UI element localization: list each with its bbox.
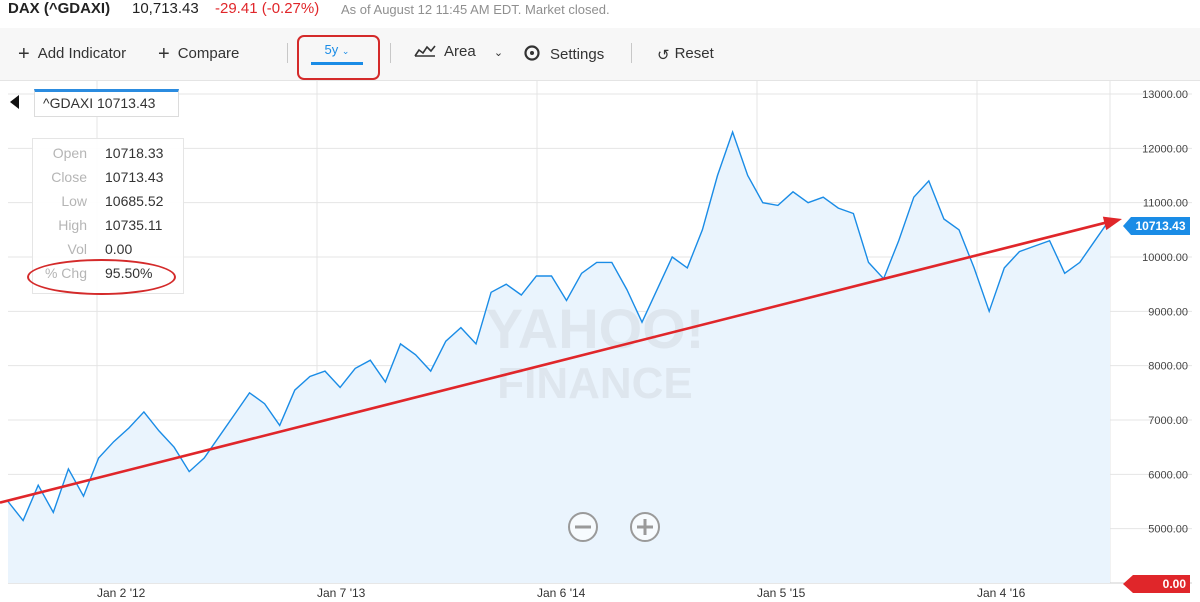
open-row: Open 10718.33	[33, 145, 183, 169]
last-price: 10,713.43	[132, 0, 199, 17]
plus-icon: +	[158, 43, 170, 65]
trend-arrowhead	[1102, 216, 1122, 231]
low-label: Low	[61, 193, 87, 209]
x-tick-label: Jan 6 '14	[537, 586, 586, 600]
y-tick-label: 11000.00	[1143, 198, 1188, 210]
reset-button[interactable]: ↺ Reset	[657, 45, 714, 64]
price-line	[7, 129, 1111, 522]
watermark-text: FINANCE	[497, 359, 693, 408]
price-change: -29.41 (-0.27%)	[215, 0, 320, 17]
range-highlight-annotation	[297, 35, 380, 80]
volume-badge: 0.00	[1123, 575, 1190, 593]
reset-icon: ↺	[657, 47, 670, 64]
close-value: 10713.43	[105, 169, 164, 185]
y-tick-label: 12000.00	[1142, 143, 1188, 155]
settings-label: Settings	[550, 46, 605, 63]
trend-arrow	[0, 216, 1122, 504]
x-tick-label: Jan 5 '15	[757, 586, 806, 600]
symbol-name: DAX (^GDAXI)	[8, 0, 111, 17]
y-tick-label: 9000.00	[1148, 306, 1188, 318]
range-selector[interactable]: 5y ⌄	[311, 42, 363, 65]
price-area	[8, 132, 1110, 583]
range-label: 5y	[324, 42, 339, 57]
high-row: High 10735.11	[33, 217, 183, 241]
high-label: High	[58, 217, 87, 233]
vol-label: Vol	[67, 241, 87, 257]
add-indicator-button[interactable]: + Add Indicator	[18, 43, 126, 66]
last-price-badge: 10713.43	[1123, 217, 1190, 235]
open-label: Open	[52, 145, 87, 161]
y-tick-label: 8000.00	[1148, 361, 1188, 373]
vol-value: 0.00	[105, 241, 133, 257]
toolbar-divider	[631, 43, 632, 63]
compare-label: Compare	[177, 45, 240, 62]
y-tick-label: 6000.00	[1148, 469, 1188, 481]
trend-line	[0, 220, 1111, 504]
x-tick-label: Jan 4 '16	[977, 586, 1026, 600]
close-label: Close	[51, 169, 87, 185]
low-row: Low 10685.52	[33, 193, 183, 217]
x-axis: Jan 2 '12 Jan 7 '13 Jan 6 '14 Jan 5 '15 Jan …	[97, 586, 1026, 600]
chg-highlight-annotation	[27, 259, 176, 295]
compare-button[interactable]: + Compare	[158, 43, 239, 66]
toolbar-divider	[287, 43, 288, 63]
y-tick-label: 13000.00	[1142, 89, 1188, 101]
chevron-down-icon: ⌄	[341, 46, 350, 56]
y-tick-label: 10000.00	[1142, 252, 1188, 264]
market-status: As of August 12 11:45 AM EDT. Market clo…	[341, 2, 610, 17]
close-row: Close 10713.43	[33, 169, 183, 193]
reset-label: Reset	[674, 45, 714, 62]
vol-row: Vol 0.00	[33, 241, 183, 265]
zoom-in-button[interactable]	[630, 512, 660, 542]
chart-type-button[interactable]: Area ⌄	[414, 43, 503, 60]
x-tick-label: Jan 2 '12	[97, 586, 146, 600]
high-value: 10735.11	[105, 217, 163, 233]
x-tick-label: Jan 7 '13	[317, 586, 366, 600]
y-axis: 13000.00 12000.00 11000.00 10000.00 9000.00 8…	[1142, 89, 1188, 590]
open-value: 10718.33	[105, 145, 164, 161]
gear-icon	[524, 45, 540, 61]
y-tick-label: 7000.00	[1148, 415, 1188, 427]
ticker-label: ^GDAXI 10713.43	[34, 89, 179, 117]
plus-icon: +	[18, 43, 30, 65]
low-value: 10685.52	[105, 193, 164, 209]
watermark-text: YAHOO!	[486, 297, 705, 360]
quote-header: DAX (^GDAXI) 10,713.43 -29.41 (-0.27%) A…	[0, 0, 1200, 22]
add-indicator-label: Add Indicator	[37, 45, 127, 62]
toolbar-divider	[390, 43, 391, 63]
back-arrow-icon[interactable]	[10, 95, 19, 109]
y-tick-label: 5000.00	[1148, 524, 1188, 536]
area-chart-icon	[414, 45, 436, 57]
chevron-down-icon: ⌄	[493, 47, 504, 59]
settings-button[interactable]: Settings	[522, 43, 604, 63]
chart-type-label: Area	[444, 43, 476, 60]
zoom-out-button[interactable]	[568, 512, 598, 542]
chart-toolbar: + Add Indicator + Compare 5y ⌄ Area ⌄ Sett…	[0, 28, 1200, 81]
